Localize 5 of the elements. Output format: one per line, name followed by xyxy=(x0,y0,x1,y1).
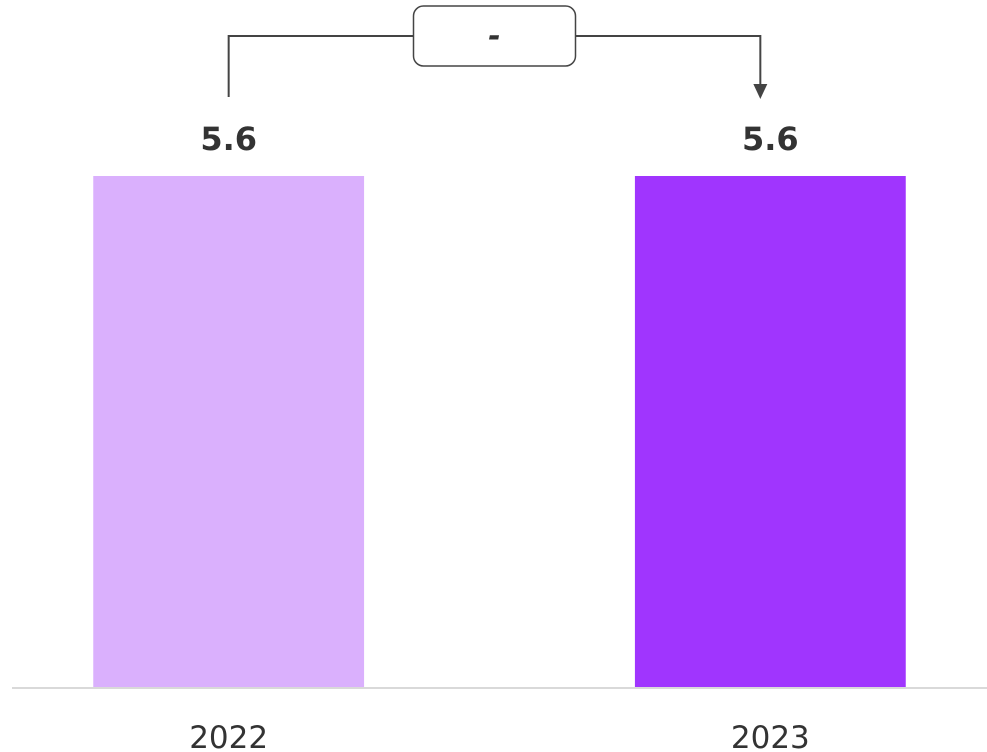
text: - xyxy=(488,19,501,54)
x-tick-label: 2022 xyxy=(189,720,268,752)
data-label: 5.6 xyxy=(200,120,258,158)
data-label: 5.6 xyxy=(742,120,799,158)
x-tick-label: 2023 xyxy=(730,720,810,752)
